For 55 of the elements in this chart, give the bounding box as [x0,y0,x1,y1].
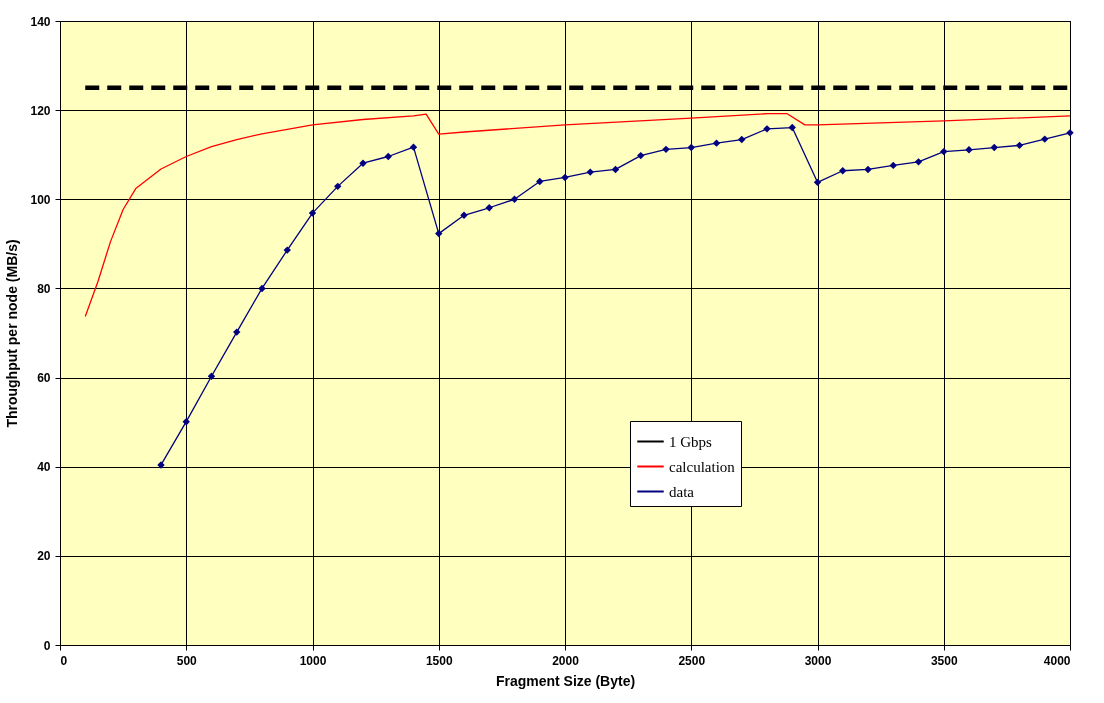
point [637,151,645,160]
point [990,143,998,152]
point [1041,135,1049,143]
point [460,211,468,220]
point [308,209,317,217]
point [510,195,519,203]
point [435,229,443,238]
x-tick-label: 2500 [678,653,706,668]
point [485,204,493,212]
point [914,158,923,166]
x-tick-label: 500 [176,653,198,668]
point [738,135,746,144]
x-tick-label: 3000 [804,653,832,668]
legend-label: calculation [669,458,736,475]
y-tick-label: 0 [43,638,51,653]
y-tick-label: 60 [37,371,51,386]
point [384,152,392,161]
x-tick-label: 1000 [299,653,327,668]
x-tick-label: 2000 [552,653,580,668]
point [839,167,847,175]
point [1015,141,1024,150]
point [813,178,822,187]
point [536,177,544,186]
y-tick-label: 80 [37,281,51,296]
x-tick-label: 1500 [425,653,453,668]
point [233,328,241,336]
point [207,372,216,380]
y-tick-label: 40 [37,460,51,475]
x-axis-title: Fragment Size (Byte) [495,672,636,689]
point [283,246,291,254]
point [258,284,266,293]
y-tick-label: 100 [30,192,51,207]
y-tick-label: 140 [30,14,51,29]
point [788,123,796,132]
point [586,168,594,176]
x-tick-label: 3500 [930,653,958,668]
x-tick-label: 4000 [1043,653,1071,668]
point [662,145,670,154]
point [561,173,569,182]
y-tick-label: 20 [37,549,51,564]
point [409,143,418,151]
point [182,417,190,426]
point [712,139,721,147]
y-axis-title: Throughput per node (MB/s) [4,239,21,428]
point [889,161,897,170]
point [611,165,620,174]
point [334,182,342,191]
point [864,165,872,174]
y-tick-label: 120 [30,103,51,118]
line-series [84,113,1071,318]
legend-label: 1 Gbps [669,433,713,450]
x-tick-label: 0 [60,653,68,668]
point [940,147,948,156]
legend-label: data [669,483,695,500]
point [687,143,695,152]
